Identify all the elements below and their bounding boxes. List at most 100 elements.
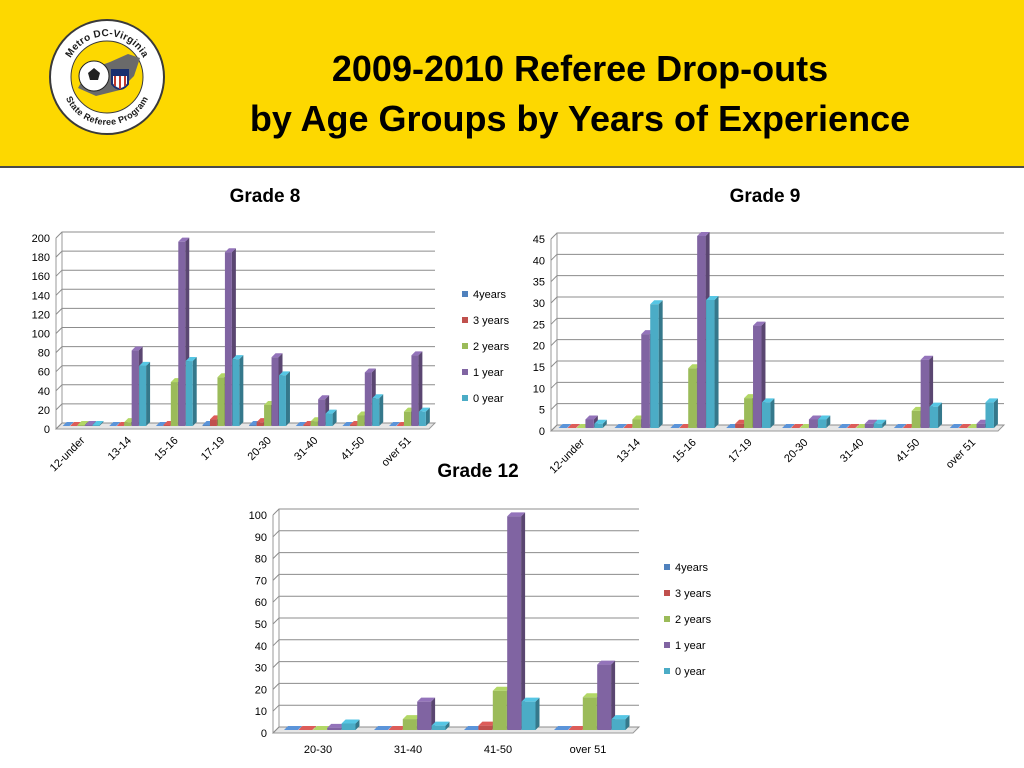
- grade-12-bar-2-years-over-51: [582, 697, 597, 730]
- grade-12-legend-label-1-year: 1 year: [675, 640, 706, 652]
- grade-9-bar-side-0-year-20-30: [826, 415, 831, 428]
- grade-12-bar-side-1-year-41-50: [521, 512, 526, 730]
- grade-12-bar-top-0-year-over-51: [611, 715, 630, 720]
- grade-12-gridline: [272, 573, 639, 581]
- grade-12-bar-top-3-years-41-50: [478, 721, 497, 726]
- grade-8-bar-0-year-17-19: [232, 359, 240, 426]
- grade-12-bar-top-0-year-31-40: [431, 721, 450, 726]
- grade-9-y-tick-label: 45: [533, 234, 545, 246]
- grade-9-bar-1-year-over-51: [976, 423, 985, 428]
- grade-8-legend-label-1-year: 1 year: [473, 367, 504, 379]
- grade-8-bar-top-4years-over-51: [389, 422, 400, 426]
- grade-12-y-tick-label: 20: [255, 684, 267, 696]
- grade-12-x-tick-label: over 51: [570, 744, 607, 756]
- grade-12-bar-top-2-years-20-30: [312, 726, 331, 730]
- grade-8-bar-side-0-year-20-30: [285, 371, 290, 426]
- grade-9-bar-top-4years-over-51: [949, 424, 963, 428]
- grade-12-legend-label-4years: 4years: [675, 562, 709, 574]
- grade-12-legend-label-2-years: 2 years: [675, 614, 712, 626]
- grade-12-bar-top-2-years-over-51: [582, 693, 601, 698]
- grade-9-y-tick-label: 25: [533, 319, 545, 331]
- grade-8-y-tick-label: 40: [38, 386, 50, 398]
- grade-12-x-tick-label: 41-50: [484, 744, 512, 756]
- grade-9-bar-1-year-20-30: [808, 419, 818, 428]
- grade-8-bar-side-0-year-41-50: [379, 394, 384, 426]
- grade-12-bar-2-years-41-50: [492, 690, 507, 730]
- grade-9-bar-side-0-year-12-under: [602, 419, 607, 428]
- grade-8-bar-top-3-years-12-under: [70, 422, 82, 426]
- grade-8-gridline: [55, 384, 435, 392]
- grade-9-bar-0-year-41-50: [929, 406, 939, 428]
- grade-8-bar-top-4years-41-50: [342, 422, 354, 426]
- grade-8-bar-2-years-17-19: [217, 377, 225, 426]
- grade-9-bar-3-years-17-19: [735, 423, 744, 428]
- grade-9-bar-1-year-17-19: [753, 325, 762, 428]
- grade-9-bar-top-0-year-over-51: [985, 398, 998, 403]
- grade-12-bar-top-3-years-over-51: [568, 726, 587, 730]
- grade-9-bar-2-years-13-14: [632, 419, 641, 428]
- grade-8-x-tick-label: 12-under: [48, 434, 88, 474]
- grade-8-bar-side-1-year-over-51: [418, 351, 423, 426]
- grade-12-x-tick-label: 31-40: [394, 744, 422, 756]
- grade-8-x-tick-label: 17-19: [199, 435, 227, 463]
- grade-9-gridline: [550, 296, 1004, 304]
- grade-9-bar-side-0-year-17-19: [770, 398, 775, 428]
- grade-12-bar-side-0-year-31-40: [445, 721, 450, 730]
- grade-8-bar-top-0-year-31-40: [325, 409, 337, 414]
- grade-8-legend-label-3-years: 3 years: [473, 315, 510, 327]
- grade-9-gridline: [550, 275, 1004, 283]
- slide-header: Metro DC-Virginia State Referee Program …: [0, 0, 1024, 168]
- grade-9-bar-side-0-year-13-14: [658, 300, 663, 428]
- grade-9-bar-top-1-year-15-16: [697, 232, 710, 236]
- grade-9-bar-top-4years-13-14: [614, 424, 627, 428]
- grade-9-bar-1-year-15-16: [697, 236, 706, 428]
- grade-9-bar-0-year-17-19: [761, 402, 771, 428]
- grade-12-title: Grade 12: [437, 461, 519, 482]
- grade-12-bar-top-1-year-20-30: [327, 723, 346, 728]
- grade-8-bar-top-1-year-31-40: [318, 395, 330, 400]
- grade-8-bar-2-years-41-50: [357, 415, 365, 426]
- grade-9-bar-0-year-13-14: [650, 304, 659, 428]
- grade-12-bar-top-0-year-20-30: [341, 719, 360, 724]
- grade-9-bar-top-3-years-20-30: [791, 424, 804, 428]
- grade-8-bar-4years-17-19: [202, 425, 210, 426]
- grade-8-bar-top-0-year-over-51: [418, 407, 430, 412]
- grade-8-gridline: [55, 327, 435, 334]
- grade-8-bar-1-year-13-14: [131, 350, 139, 426]
- grade-9-bar-side-0-year-15-16: [714, 296, 719, 428]
- grade-9-x-tick-label: 41-50: [894, 437, 922, 465]
- grade-8-bar-side-0-year-15-16: [192, 357, 197, 426]
- grade-8-bar-top-1-year-12-under: [85, 421, 97, 426]
- grade-9-bar-top-1-year-17-19: [753, 321, 766, 326]
- grade-8-bar-2-years-15-16: [170, 382, 178, 426]
- grade-9-x-tick-label: 20-30: [782, 437, 810, 465]
- grade-9-bar-top-3-years-12-under: [567, 424, 580, 428]
- grade-8-title: Grade 8: [229, 186, 301, 207]
- grade-9-bar-0-year-12-under: [594, 423, 603, 428]
- grade-12-y-tick-label: 30: [255, 663, 267, 675]
- grade-9-gridline: [550, 253, 1004, 261]
- grade-12-bar-2-years-31-40: [402, 719, 417, 730]
- grade-8-bar-top-4years-31-40: [295, 422, 307, 426]
- grade-12-bar-side-0-year-41-50: [535, 697, 540, 730]
- grade-8-y-tick-label: 80: [38, 348, 50, 360]
- grade-8-y-tick-label: 200: [32, 233, 50, 245]
- grade-12-legend-label-3-years: 3 years: [675, 588, 712, 600]
- grade-8-bar-top-1-year-41-50: [364, 368, 376, 373]
- grade-8-gridline: [55, 269, 435, 277]
- grade-8-bar-top-4years-13-14: [109, 422, 121, 426]
- grade-9-bar-top-0-year-31-40: [873, 419, 887, 424]
- grade-8-bar-1-year-15-16: [178, 241, 186, 426]
- grade-8-gridline: [55, 403, 435, 411]
- grade-8-bar-2-years-20-30: [264, 404, 272, 426]
- grade-8-legend-swatch-1-year: [462, 369, 468, 375]
- grade-12-legend-swatch-1-year: [664, 642, 670, 648]
- grade-9-bar-side-0-year-41-50: [938, 402, 943, 428]
- grade-8-legend-label-0-year: 0 year: [473, 393, 504, 405]
- grade-8-bar-top-0-year-12-under: [92, 421, 104, 426]
- grade-8-bar-0-year-41-50: [372, 398, 380, 426]
- grade-9-bar-side-0-year-over-51: [993, 398, 998, 428]
- grade-12-bar-top-4years-41-50: [464, 726, 482, 730]
- grade-9-bar-top-3-years-over-51: [958, 424, 972, 428]
- grade-8-bar-top-1-year-15-16: [178, 237, 190, 242]
